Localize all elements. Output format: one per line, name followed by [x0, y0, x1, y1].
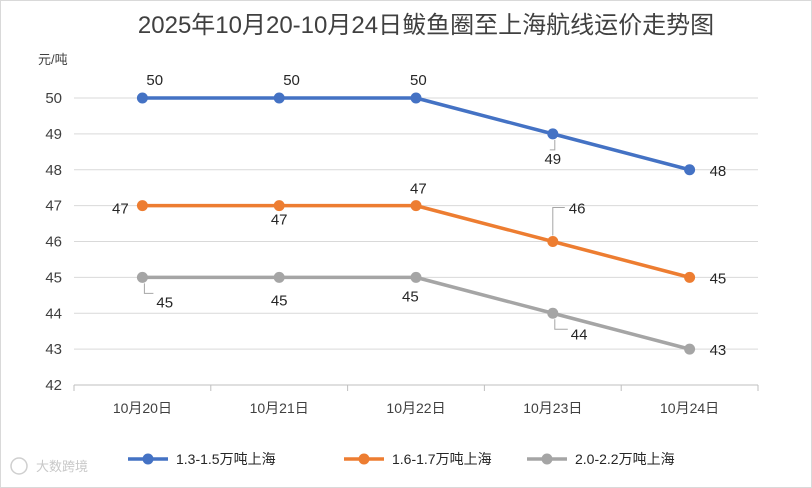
data-point	[410, 200, 422, 212]
legend-entry: 2.0-2.2万吨上海	[575, 451, 675, 467]
watermark-text: 大数跨境	[36, 459, 88, 474]
data-label: 50	[283, 72, 300, 89]
data-point	[547, 307, 559, 319]
label-leader	[554, 319, 568, 330]
x-tick-label: 10月24日	[660, 400, 719, 416]
data-point	[136, 200, 148, 212]
y-axis-ticks: 42 43 44 45 46 47 48 49 50	[45, 90, 62, 394]
x-tick-label: 10月23日	[523, 400, 582, 416]
data-label: 50	[410, 72, 427, 89]
data-label: 43	[710, 342, 727, 359]
y-tick-label: 49	[45, 126, 62, 143]
legend-entry: 1.6-1.7万吨上海	[392, 451, 492, 467]
data-label: 47	[271, 212, 288, 229]
data-point	[547, 236, 559, 247]
x-tick-label: 10月22日	[386, 400, 445, 416]
data-label: 47	[410, 181, 427, 198]
legend-swatch-marker	[358, 453, 370, 465]
legend: 1.3-1.5万吨上海 1.6-1.7万吨上海 2.0-2.2万吨上海	[128, 451, 675, 467]
watermark-logo-icon	[10, 457, 28, 475]
chart-title: 2025年10月20-10月24日鲅鱼圈至上海航线运价走势图	[138, 12, 714, 39]
data-label: 48	[710, 163, 727, 180]
data-label: 47	[112, 201, 129, 218]
data-point	[136, 271, 148, 283]
label-leader	[143, 283, 154, 294]
series-lines	[136, 92, 696, 355]
data-point	[684, 164, 696, 176]
data-point	[410, 92, 422, 104]
data-point	[684, 271, 696, 283]
legend-swatch-marker	[541, 453, 553, 465]
data-label: 50	[146, 72, 163, 89]
data-label: 45	[710, 270, 727, 287]
legend-entry: 1.3-1.5万吨上海	[176, 451, 276, 467]
x-tick-label: 10月20日	[113, 400, 172, 416]
y-tick-label: 46	[45, 234, 62, 251]
label-leader	[549, 139, 556, 151]
y-tick-label: 42	[45, 377, 62, 394]
y-tick-label: 43	[45, 341, 62, 358]
data-point	[684, 343, 696, 355]
data-label: 45	[402, 288, 419, 305]
data-labels: 50 50 50 49 48 47 47 47 46 45 45 45 45 44 43	[112, 72, 726, 359]
x-tick-label: 10月21日	[250, 400, 309, 416]
data-label: 46	[569, 201, 586, 218]
data-point	[273, 92, 285, 104]
y-tick-label: 44	[45, 305, 62, 322]
data-label: 49	[544, 151, 561, 168]
y-tick-label: 47	[45, 198, 62, 215]
data-point	[410, 271, 422, 283]
gridlines	[74, 97, 758, 350]
y-tick-label: 48	[45, 162, 62, 179]
label-leader	[552, 207, 565, 236]
y-tick-label: 45	[45, 269, 62, 286]
data-label: 45	[156, 294, 173, 311]
data-label: 44	[571, 326, 588, 343]
data-label: 45	[271, 292, 288, 309]
data-point	[273, 200, 285, 212]
data-point	[273, 271, 285, 283]
legend-swatch-marker	[142, 453, 154, 465]
x-axis: 10月20日 10月21日 10月22日 10月23日 10月24日	[73, 384, 759, 416]
y-axis-unit: 元/吨	[38, 52, 68, 67]
data-point	[547, 128, 559, 140]
watermark: 大数跨境	[10, 457, 88, 475]
data-point	[136, 92, 148, 104]
y-tick-label: 50	[45, 90, 62, 107]
